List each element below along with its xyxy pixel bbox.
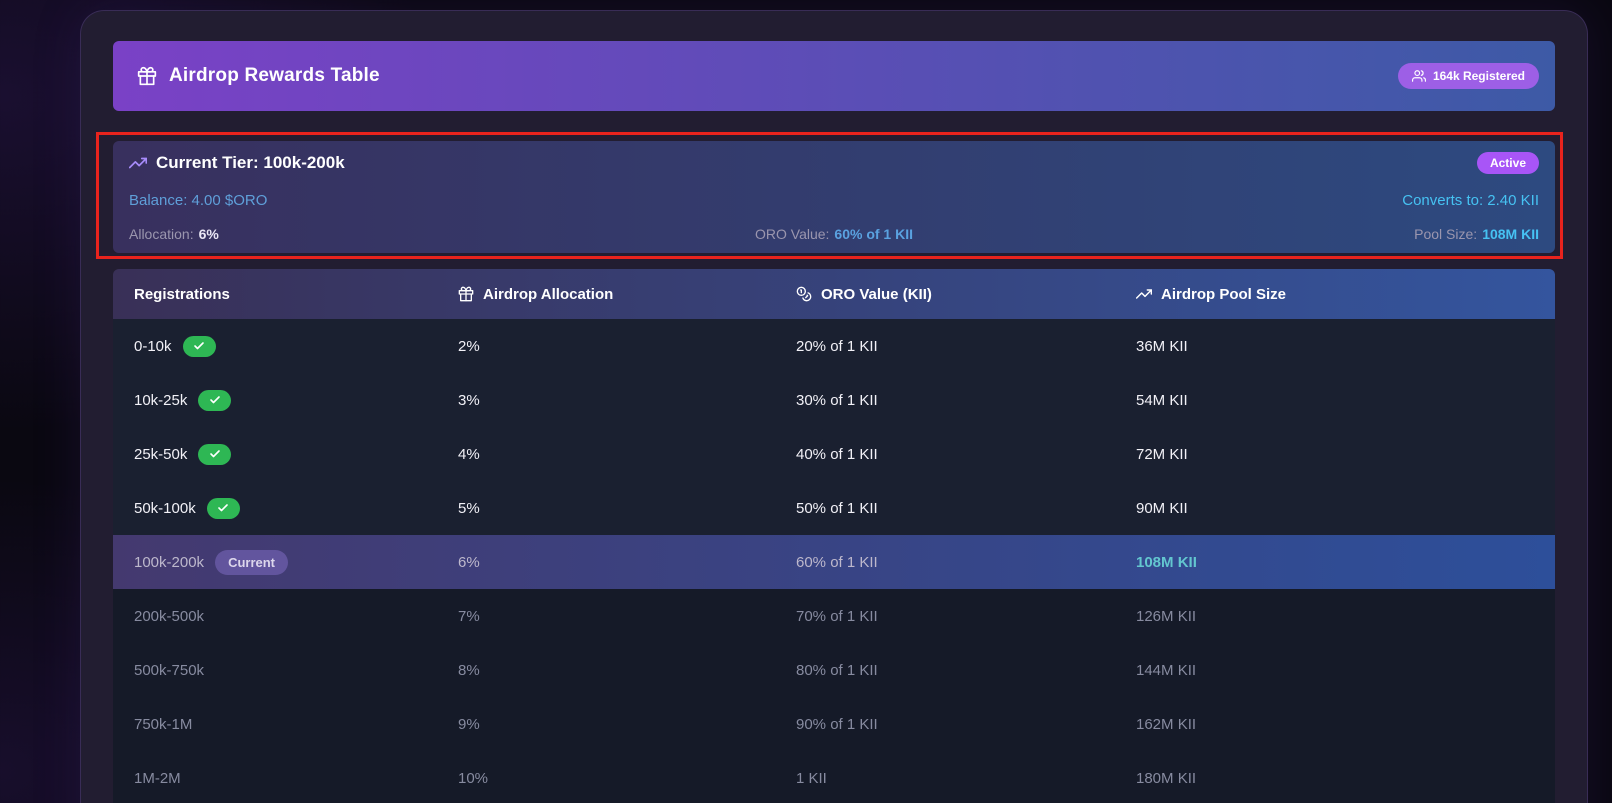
pool-size-label: Pool Size: [1414, 226, 1478, 242]
current-tier-title: Current Tier: 100k-200k [156, 153, 345, 172]
current-tier-badge: Current [215, 549, 289, 575]
column-header-oro-value: ORO Value (KII) [796, 286, 1136, 303]
active-status-badge: Active [1476, 152, 1539, 174]
current-tier-panel: Current Tier: 100k-200k Active Balance: … [113, 141, 1555, 253]
gift-icon [458, 286, 474, 302]
oro-value-stat: ORO Value: 60% of 1 KII [599, 226, 1069, 242]
trending-up-icon [1136, 286, 1152, 302]
allocation-label: Allocation: [129, 226, 194, 242]
table-row: 500k-750k 8% 80% of 1 KII 144M KII [113, 643, 1555, 697]
converts-text: Converts to: 2.40 KII [1402, 191, 1539, 209]
table-header-row: Registrations Airdrop Allocation ORO Val… [113, 269, 1555, 319]
rewards-table: Registrations Airdrop Allocation ORO Val… [113, 269, 1555, 803]
coins-icon [796, 286, 812, 302]
table-row: 0-10k 2% 20% of 1 KII 36M KII [113, 319, 1555, 373]
card-header: Airdrop Rewards Table 164k Registered [113, 41, 1555, 111]
table-row: 750k-1M 9% 90% of 1 KII 162M KII [113, 697, 1555, 751]
table-row: 50k-100k 5% 50% of 1 KII 90M KII [113, 481, 1555, 535]
oro-value-value: 60% of 1 KII [834, 226, 914, 242]
users-icon [1411, 69, 1426, 83]
allocation-stat: Allocation: 6% [129, 226, 599, 242]
check-icon [198, 443, 232, 465]
pool-size-value: 108M KII [1482, 226, 1539, 242]
pool-size-stat: Pool Size: 108M KII [1069, 226, 1539, 242]
oro-value-label: ORO Value: [754, 226, 830, 242]
table-row: 25k-50k 4% 40% of 1 KII 72M KII [113, 427, 1555, 481]
column-header-allocation: Airdrop Allocation [458, 286, 796, 303]
check-icon [182, 335, 216, 357]
check-icon [198, 389, 232, 411]
check-icon [206, 497, 240, 519]
balance-text: Balance: 4.00 $ORO [129, 191, 268, 209]
registered-count-label: 164k Registered [1432, 69, 1525, 83]
column-header-registrations: Registrations [134, 285, 230, 303]
table-row: 10k-25k 3% 30% of 1 KII 54M KII [113, 373, 1555, 427]
table-row-current: 100k-200k Current 6% 60% of 1 KII 108M KI… [113, 535, 1555, 589]
airdrop-card: Airdrop Rewards Table 164k Registered Cu… [80, 10, 1588, 803]
registered-count-badge: 164k Registered [1397, 63, 1539, 89]
column-header-pool-size: Airdrop Pool Size [1136, 286, 1555, 303]
table-row: 200k-500k 7% 70% of 1 KII 126M KII [113, 589, 1555, 643]
trending-up-icon [129, 154, 147, 172]
gift-icon [137, 66, 157, 86]
table-row: 1M-2M 10% 1 KII 180M KII [113, 751, 1555, 803]
page-title: Airdrop Rewards Table [169, 65, 380, 86]
allocation-value: 6% [198, 226, 219, 242]
